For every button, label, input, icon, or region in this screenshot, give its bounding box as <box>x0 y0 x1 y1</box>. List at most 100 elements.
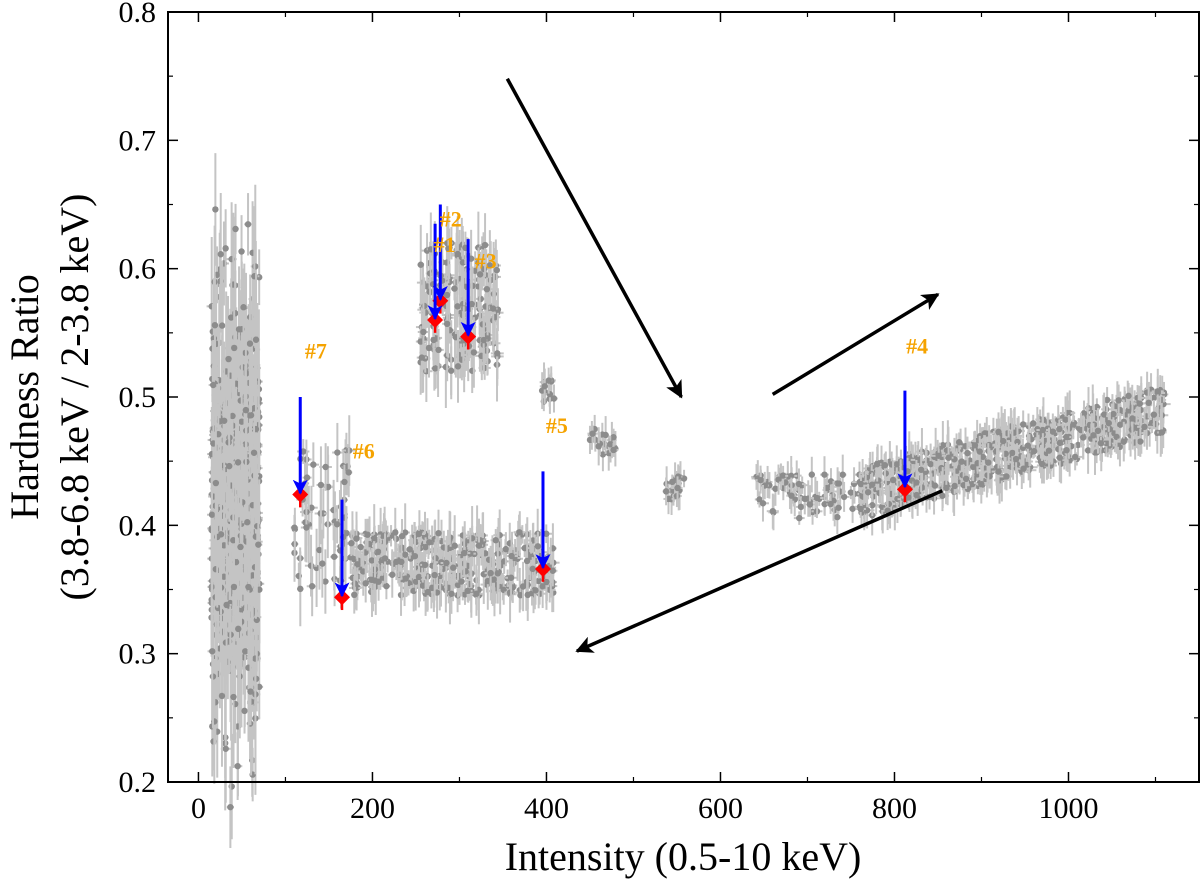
data-point <box>519 583 527 590</box>
data-point <box>808 471 816 478</box>
data-point <box>230 537 237 544</box>
data-point <box>209 381 217 389</box>
data-point <box>221 417 228 424</box>
data-point <box>443 559 450 567</box>
data-point <box>234 762 241 770</box>
data-point <box>834 513 841 521</box>
data-point <box>473 590 480 597</box>
data-point <box>534 543 542 550</box>
data-point <box>220 573 228 580</box>
data-point <box>370 534 378 542</box>
data-point <box>493 266 500 274</box>
data-point <box>411 552 419 560</box>
data-point <box>371 577 379 584</box>
data-point <box>821 471 828 478</box>
cluster-transition-1 <box>538 362 558 414</box>
data-point <box>470 349 478 356</box>
data-point <box>317 481 325 489</box>
data-point <box>240 304 247 311</box>
data-point <box>303 524 310 531</box>
data-point <box>218 692 226 700</box>
data-point <box>451 542 458 549</box>
data-point <box>212 206 219 213</box>
cluster-high-intensity-lower <box>751 454 866 535</box>
data-point <box>471 314 479 321</box>
plot-background <box>168 12 1199 782</box>
data-point <box>821 500 828 508</box>
data-point <box>307 562 315 569</box>
data-point <box>607 441 614 448</box>
data-point <box>226 462 233 470</box>
data-point <box>230 583 238 591</box>
data-point <box>347 554 354 561</box>
data-point <box>788 472 795 480</box>
data-point <box>480 336 487 344</box>
data-point <box>393 558 400 566</box>
data-point <box>545 377 552 384</box>
data-point <box>252 336 260 343</box>
data-point <box>402 575 409 582</box>
data-point <box>297 585 304 593</box>
data-point <box>610 434 617 441</box>
data-point <box>487 569 494 577</box>
data-point <box>254 522 261 530</box>
data-point <box>813 494 821 502</box>
data-point <box>348 540 355 547</box>
data-point <box>454 250 461 258</box>
data-point <box>380 532 388 539</box>
data-point <box>333 521 341 528</box>
data-point <box>506 589 514 596</box>
data-point <box>775 476 782 483</box>
data-point <box>222 245 229 252</box>
data-point <box>375 548 382 556</box>
data-point <box>795 480 803 488</box>
data-point <box>222 745 229 752</box>
data-point <box>595 443 602 450</box>
data-point <box>610 446 617 454</box>
data-point <box>481 241 489 249</box>
data-point <box>1103 396 1111 404</box>
data-point <box>418 354 425 361</box>
data-point <box>246 340 254 347</box>
data-point <box>524 591 531 599</box>
data-point <box>516 529 523 536</box>
data-point <box>1019 421 1027 428</box>
data-point <box>247 688 254 695</box>
data-point <box>364 531 371 538</box>
cluster-soft-branch <box>347 503 560 625</box>
data-point <box>419 582 426 589</box>
data-point <box>424 588 431 596</box>
data-point <box>443 320 451 328</box>
data-point <box>330 553 338 560</box>
data-point <box>319 560 326 567</box>
data-point <box>766 482 773 489</box>
data-point <box>316 546 323 554</box>
data-point <box>308 504 315 511</box>
data-point <box>310 461 317 468</box>
data-point <box>529 565 536 573</box>
data-point <box>464 587 471 595</box>
data-point <box>218 322 226 329</box>
data-point <box>508 552 515 560</box>
data-point <box>230 344 238 352</box>
data-point <box>468 300 475 308</box>
data-point <box>415 573 423 581</box>
data-point <box>445 245 452 252</box>
data-point <box>849 505 856 512</box>
data-point <box>244 221 252 228</box>
data-point <box>412 578 420 585</box>
data-point <box>353 535 360 542</box>
data-point <box>322 578 329 585</box>
data-point <box>431 571 438 579</box>
data-point <box>541 383 548 390</box>
data-point <box>494 350 501 357</box>
data-point <box>246 412 254 419</box>
data-point <box>208 511 216 518</box>
data-point <box>674 484 681 492</box>
cluster-transition-3 <box>662 461 688 516</box>
data-point <box>398 533 406 540</box>
data-point <box>806 501 814 508</box>
data-point <box>507 574 515 581</box>
data-point <box>415 530 423 538</box>
